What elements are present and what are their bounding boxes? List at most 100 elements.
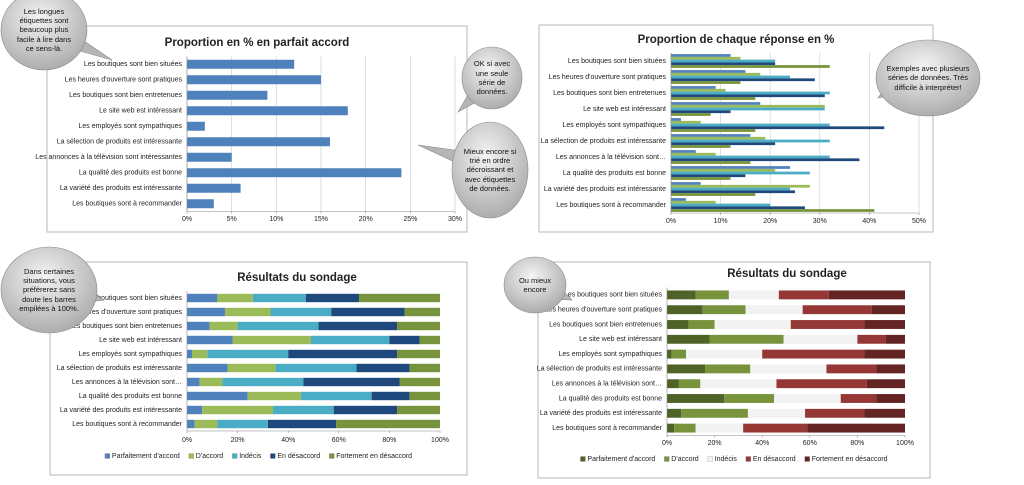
x-tick-label: 30% (448, 216, 462, 223)
bar-segment (678, 379, 701, 389)
bar-segment (857, 334, 886, 344)
bar (671, 129, 756, 132)
bar-segment (776, 379, 867, 389)
callout-bubble (0, 246, 98, 334)
bar (671, 152, 716, 156)
bar-segment (194, 419, 218, 429)
bar (671, 72, 761, 76)
bar-segment (227, 363, 276, 373)
category-label: Les annonces à la télévision sont intére… (35, 154, 182, 161)
bar-segment (187, 293, 218, 303)
bar-segment (802, 305, 872, 315)
category-label: Le site web est intéressant (99, 337, 182, 344)
legend-label: En désaccord (753, 456, 796, 463)
bar-segment (864, 408, 905, 418)
category-label: Les annonces à la télévision sont… (552, 381, 662, 388)
callout-bubble (461, 46, 523, 110)
bar (671, 81, 741, 84)
chart-title: Proportion de chaque réponse en % (638, 34, 835, 46)
bar-segment (709, 334, 784, 344)
bar (671, 158, 860, 162)
bar (671, 161, 751, 164)
x-tick-label: 80% (382, 437, 396, 444)
bar-segment (336, 419, 440, 429)
bar-segment (876, 364, 905, 374)
x-tick-label: 40% (862, 218, 876, 225)
x-tick-label: 20% (763, 218, 777, 225)
bar-segment (876, 394, 905, 403)
callout-text: Ou mieux encore (518, 275, 552, 294)
bar-segment (864, 320, 905, 329)
bar-segment (396, 405, 440, 415)
category-label: La sélection de produits est intéressant… (537, 366, 662, 373)
bar-segment (667, 379, 679, 389)
bar (671, 142, 776, 146)
bar (671, 190, 795, 194)
chart-title: Résultats du sondage (237, 272, 357, 284)
x-tick-label: 60% (332, 437, 346, 444)
bar-segment (237, 321, 319, 331)
category-label: Les boutiques sont bien situées (568, 58, 667, 65)
x-tick-label: 80% (850, 440, 864, 447)
bar (671, 209, 875, 212)
bar-segment (695, 423, 744, 433)
x-tick-label: 40% (755, 440, 769, 447)
bar (671, 193, 756, 196)
x-tick-label: 10% (269, 216, 283, 223)
bar-segment (750, 364, 827, 374)
bar-segment (714, 320, 791, 329)
category-label: La sélection de produits est intéressant… (541, 138, 666, 145)
bar-segment (247, 391, 301, 401)
x-tick-label: 0% (182, 437, 192, 444)
bar (671, 118, 681, 121)
bar-segment (199, 377, 223, 387)
callout-bubble (451, 121, 529, 219)
bar-segment (224, 307, 271, 317)
x-tick-label: 100% (896, 440, 914, 447)
bar-segment (267, 419, 337, 429)
legend-swatch (745, 456, 752, 462)
bar-segment (871, 305, 905, 315)
bar (187, 75, 321, 85)
bar (671, 145, 731, 148)
bar (671, 110, 731, 114)
legend-swatch (104, 453, 111, 459)
x-tick-label: 30% (813, 218, 827, 225)
bar-segment (202, 405, 274, 415)
legend-label: D'accord (196, 453, 224, 460)
callout: Dans certaines situations, vous préférer… (19, 267, 79, 314)
bar-segment (674, 423, 696, 433)
category-label: Les boutiques sont bien entretenues (69, 323, 182, 330)
bar (671, 54, 731, 57)
callout: Ou mieux encore (518, 275, 552, 294)
bar (671, 136, 766, 140)
bar-segment (747, 408, 806, 418)
callout: Exemples avec plusieurs séries de donnée… (887, 64, 970, 92)
bar-segment (419, 335, 440, 345)
bar-segment (745, 305, 803, 315)
legend-label: Fortement en désaccord (336, 453, 412, 460)
bar (671, 200, 716, 204)
bar-segment (805, 408, 865, 418)
bar (187, 168, 402, 178)
bar-segment (310, 335, 390, 345)
bar (671, 155, 830, 159)
bar-segment (187, 405, 203, 415)
bar (671, 94, 825, 98)
x-tick-label: 25% (403, 216, 417, 223)
x-tick-label: 0% (666, 218, 676, 225)
bar (671, 198, 686, 201)
bar (671, 177, 731, 180)
bar-segment (187, 321, 210, 331)
callout: Les longues étiquettes sont beaucoup plu… (17, 7, 71, 54)
legend-swatch (580, 456, 586, 462)
bar-segment (667, 334, 710, 344)
legend-swatch (804, 456, 810, 462)
bar (671, 168, 776, 172)
bar-segment (783, 334, 858, 344)
x-tick-label: 0% (182, 216, 192, 223)
category-label: Les boutiques sont bien situées (84, 295, 183, 302)
bar-segment (300, 391, 372, 401)
category-label: La variété des produits est intéressante (540, 410, 662, 417)
